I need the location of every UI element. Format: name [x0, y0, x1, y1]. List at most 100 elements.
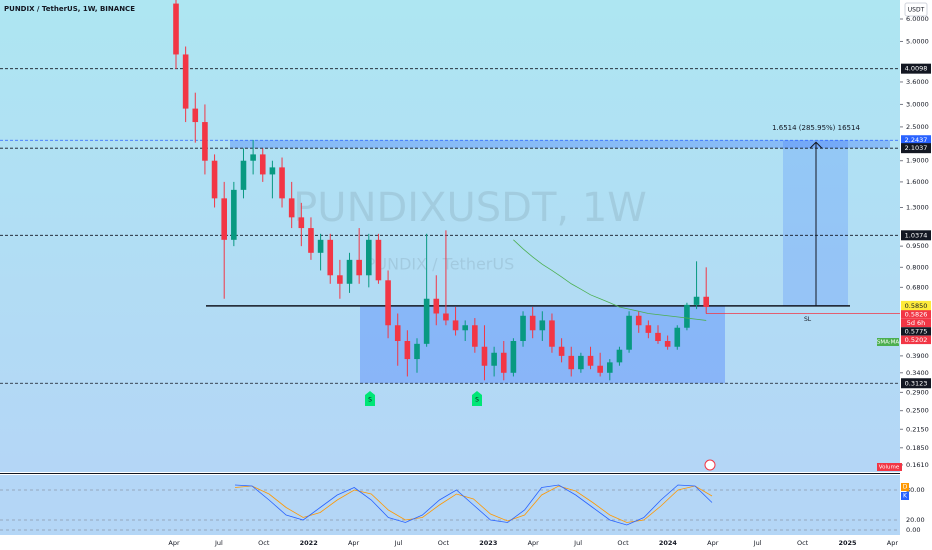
x-tick-label: Oct [797, 539, 809, 547]
candle-body [703, 296, 709, 307]
candle-body [549, 320, 555, 347]
stoch-pane [0, 475, 900, 535]
candle-body [337, 275, 343, 284]
candle-body [356, 259, 362, 276]
level-tag [901, 135, 931, 146]
sma-label: SMA:MA [877, 340, 900, 346]
level-tag [901, 230, 931, 241]
candle-body [607, 362, 613, 373]
price-tag-label: 0.5775 [905, 327, 928, 335]
y-tick-label: 5.0000 [906, 37, 929, 45]
y-tick-label: 0.1850 [906, 444, 929, 452]
candle-body [288, 198, 295, 218]
time-axis [0, 535, 900, 550]
y-tick-label: 1.9000 [906, 157, 929, 165]
watermark-sub: PUNDIX / TetherUS [366, 255, 515, 274]
sl-label: SL [804, 316, 812, 323]
stoch-tick-label: 0.00 [906, 526, 920, 534]
currency-button[interactable] [904, 2, 928, 17]
price-tag-label: 0.5202 [905, 336, 928, 344]
zone [230, 140, 890, 149]
candle-body [645, 325, 652, 333]
y-tick-label: 3.0000 [906, 100, 929, 108]
x-tick-label: Jul [573, 539, 582, 547]
candle-body [443, 313, 449, 321]
candle-body [597, 365, 603, 373]
y-tick-label: 1.6000 [906, 178, 929, 186]
measure-label: 1.6514 (285.95%) 16514 [772, 124, 860, 132]
stoch-tick-label: 20.00 [906, 516, 925, 524]
main-pane [0, 0, 900, 472]
candle-body [491, 352, 497, 366]
candle-body [298, 217, 305, 229]
candle-body [655, 332, 661, 342]
candle-body [269, 167, 276, 175]
x-tick-label: 2024 [659, 539, 678, 547]
y-tick-label: 0.8000 [906, 263, 929, 271]
candle-body [211, 160, 218, 199]
stoch-tag [901, 483, 909, 491]
y-tick-label: 0.3900 [906, 352, 929, 360]
candle-body [472, 325, 478, 347]
y-tick-label: 2.5000 [906, 123, 929, 131]
candle-body [404, 341, 411, 360]
price-tag [901, 327, 931, 336]
candle-body [414, 343, 420, 360]
y-tick-label: 0.3400 [906, 369, 929, 377]
candle-body [375, 239, 382, 281]
candle-body [510, 341, 517, 373]
y-tick-label: 3.6000 [906, 78, 929, 86]
signal-label: S [475, 397, 479, 404]
candle-body [192, 108, 199, 123]
candle-body [423, 298, 430, 344]
volume-tag [877, 463, 902, 471]
signal-flag [365, 391, 375, 406]
candle-body [308, 228, 314, 253]
candle-body [578, 355, 584, 370]
candle-body [568, 355, 575, 370]
alert-icon [704, 459, 716, 471]
x-tick-label: Apr [168, 539, 180, 547]
candle-body [664, 341, 671, 347]
candle-body [616, 349, 623, 363]
x-tick-label: Oct [617, 539, 629, 547]
candle-body [558, 346, 565, 356]
candle-body [231, 189, 237, 240]
y-tick-label: 0.9500 [906, 242, 929, 250]
x-tick-label: Oct [438, 539, 450, 547]
x-tick-label: Oct [258, 539, 270, 547]
candle-body [279, 167, 285, 199]
x-tick-label: Jul [753, 539, 762, 547]
sma-line [513, 239, 707, 321]
stoch-line [234, 485, 713, 523]
y-tick-label: 0.2900 [906, 388, 929, 396]
currency[interactable]: USDT [908, 7, 925, 14]
level-tag [901, 63, 931, 74]
stoch-legend: K [903, 493, 908, 500]
y-tick-label: 1.3000 [906, 203, 929, 211]
stoch-legend: D [903, 484, 908, 491]
signal-flag [472, 391, 482, 406]
measure-arrowhead [809, 141, 823, 149]
candle-body [250, 154, 256, 161]
x-tick-label: Jul [214, 539, 223, 547]
candle-body [462, 325, 468, 331]
level-tag-label: 0.5850 [905, 302, 928, 310]
candle-body [693, 296, 700, 305]
candle-body [539, 320, 546, 331]
candle-body [240, 160, 247, 190]
candle-body [452, 320, 459, 331]
price-tag-label: 5d 6h [907, 319, 926, 327]
price-tag-label: 0.5826 [905, 310, 928, 318]
watermark: PUNDIXUSDT, 1W [293, 185, 647, 231]
y-tick-label: 6.0000 [906, 15, 929, 23]
volume-label: Volume [879, 465, 900, 471]
x-tick-label: Jul [394, 539, 403, 547]
candle-body [626, 315, 632, 350]
candle-body [366, 239, 372, 276]
level-tag [901, 300, 931, 311]
candle-body [433, 298, 440, 314]
level-tag [901, 143, 931, 154]
candle-body [327, 239, 334, 276]
